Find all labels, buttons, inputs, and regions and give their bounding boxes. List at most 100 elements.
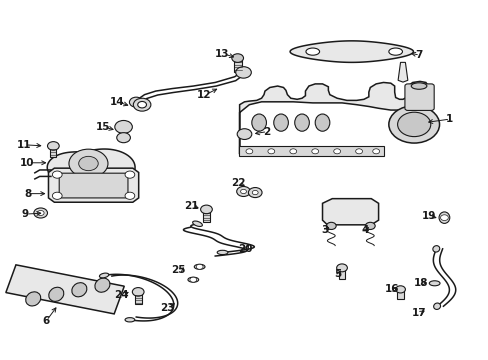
Text: 5: 5 bbox=[334, 269, 341, 279]
Circle shape bbox=[52, 192, 62, 199]
Circle shape bbox=[333, 149, 340, 154]
Text: 14: 14 bbox=[109, 97, 124, 107]
Circle shape bbox=[440, 215, 447, 221]
FancyBboxPatch shape bbox=[59, 173, 128, 198]
Polygon shape bbox=[239, 81, 428, 154]
Ellipse shape bbox=[410, 83, 426, 89]
Circle shape bbox=[34, 208, 47, 218]
Polygon shape bbox=[6, 265, 124, 314]
FancyBboxPatch shape bbox=[396, 289, 403, 300]
Text: 3: 3 bbox=[321, 225, 328, 235]
Text: 21: 21 bbox=[184, 201, 199, 211]
Text: 23: 23 bbox=[160, 303, 174, 314]
Text: 13: 13 bbox=[215, 49, 229, 59]
Text: 24: 24 bbox=[114, 291, 129, 301]
Circle shape bbox=[252, 190, 258, 195]
Ellipse shape bbox=[72, 283, 87, 297]
Ellipse shape bbox=[388, 48, 402, 55]
Circle shape bbox=[388, 106, 439, 143]
Circle shape bbox=[240, 189, 246, 194]
Circle shape bbox=[289, 149, 296, 154]
Ellipse shape bbox=[432, 246, 439, 252]
Ellipse shape bbox=[192, 221, 202, 226]
Text: 8: 8 bbox=[24, 189, 31, 199]
Circle shape bbox=[355, 149, 362, 154]
Text: 19: 19 bbox=[421, 211, 435, 221]
Text: 10: 10 bbox=[20, 158, 35, 168]
Circle shape bbox=[231, 54, 243, 62]
Text: 6: 6 bbox=[42, 316, 49, 325]
Text: 7: 7 bbox=[414, 50, 422, 60]
Circle shape bbox=[267, 149, 274, 154]
Ellipse shape bbox=[125, 318, 135, 322]
Text: 17: 17 bbox=[411, 309, 426, 318]
Circle shape bbox=[311, 149, 318, 154]
Circle shape bbox=[326, 222, 335, 229]
Ellipse shape bbox=[433, 303, 440, 310]
Circle shape bbox=[117, 133, 130, 143]
Ellipse shape bbox=[187, 277, 198, 282]
Text: 2: 2 bbox=[262, 127, 269, 136]
FancyBboxPatch shape bbox=[135, 292, 142, 305]
Text: 20: 20 bbox=[238, 244, 252, 254]
Circle shape bbox=[115, 121, 132, 134]
Text: 11: 11 bbox=[17, 140, 31, 150]
Circle shape bbox=[138, 102, 146, 108]
Circle shape bbox=[125, 192, 135, 199]
Circle shape bbox=[129, 97, 143, 107]
Circle shape bbox=[37, 211, 44, 216]
Ellipse shape bbox=[428, 281, 439, 286]
FancyBboxPatch shape bbox=[238, 146, 384, 156]
Circle shape bbox=[245, 149, 252, 154]
Ellipse shape bbox=[294, 114, 309, 131]
FancyBboxPatch shape bbox=[404, 84, 433, 111]
Text: 15: 15 bbox=[96, 122, 110, 132]
Circle shape bbox=[397, 112, 430, 136]
Circle shape bbox=[395, 286, 405, 293]
Circle shape bbox=[235, 67, 251, 78]
Circle shape bbox=[248, 188, 262, 198]
Text: 22: 22 bbox=[231, 178, 245, 188]
Ellipse shape bbox=[99, 273, 109, 278]
Ellipse shape bbox=[26, 292, 41, 306]
FancyBboxPatch shape bbox=[338, 268, 345, 279]
Circle shape bbox=[125, 171, 135, 178]
Text: 25: 25 bbox=[171, 265, 185, 275]
Circle shape bbox=[133, 98, 151, 111]
Circle shape bbox=[372, 149, 379, 154]
Polygon shape bbox=[47, 149, 135, 186]
Ellipse shape bbox=[95, 278, 110, 292]
Polygon shape bbox=[289, 41, 413, 62]
Circle shape bbox=[132, 288, 144, 296]
Ellipse shape bbox=[273, 114, 288, 131]
Circle shape bbox=[200, 205, 212, 214]
Polygon shape bbox=[322, 199, 378, 225]
Ellipse shape bbox=[49, 287, 63, 301]
Ellipse shape bbox=[251, 114, 266, 131]
Circle shape bbox=[196, 264, 203, 269]
Circle shape bbox=[237, 129, 251, 139]
FancyBboxPatch shape bbox=[203, 210, 209, 222]
Ellipse shape bbox=[438, 212, 449, 224]
Circle shape bbox=[189, 277, 196, 282]
Circle shape bbox=[79, 156, 98, 171]
Polygon shape bbox=[397, 62, 407, 82]
Circle shape bbox=[336, 264, 346, 272]
Ellipse shape bbox=[217, 250, 227, 255]
Circle shape bbox=[236, 186, 250, 197]
Text: 16: 16 bbox=[384, 284, 398, 294]
Text: 1: 1 bbox=[445, 114, 452, 124]
Ellipse shape bbox=[315, 114, 329, 131]
Polygon shape bbox=[48, 168, 139, 202]
Ellipse shape bbox=[305, 48, 319, 55]
Circle shape bbox=[69, 149, 108, 178]
Circle shape bbox=[365, 222, 374, 229]
Circle shape bbox=[52, 171, 62, 178]
Text: 4: 4 bbox=[361, 225, 368, 235]
Circle shape bbox=[47, 141, 59, 150]
FancyBboxPatch shape bbox=[233, 58, 241, 72]
Text: 18: 18 bbox=[413, 278, 427, 288]
Ellipse shape bbox=[194, 264, 204, 269]
FancyBboxPatch shape bbox=[50, 146, 56, 157]
Text: 9: 9 bbox=[21, 209, 29, 219]
